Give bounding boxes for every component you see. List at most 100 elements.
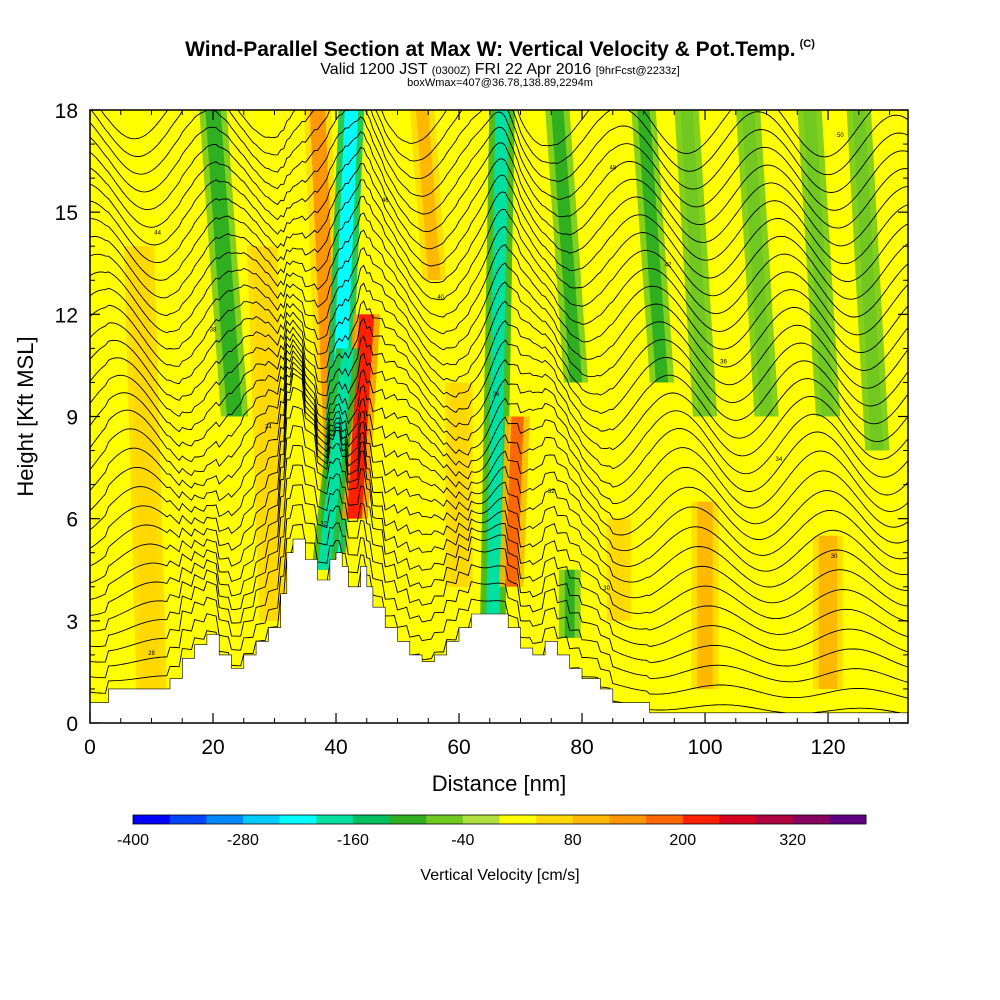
- w-band: [551, 110, 583, 383]
- w-band: [852, 110, 884, 451]
- contour-label: 32: [320, 521, 327, 527]
- w-band: [205, 110, 243, 417]
- theta-contour: [90, 504, 908, 683]
- theta-contour: [90, 146, 908, 265]
- theta-contour: [90, 282, 908, 407]
- contour-label: 32: [548, 489, 555, 495]
- y-tick-label: 9: [66, 407, 78, 430]
- theta-contour: [90, 110, 908, 193]
- x-axis-title: Distance [nm]: [432, 771, 567, 796]
- colorbar-swatch: [389, 815, 427, 824]
- y-tick-label: 18: [55, 100, 78, 123]
- w-band: [637, 110, 669, 383]
- w-band: [505, 416, 524, 587]
- theta-contour: [90, 246, 908, 371]
- contour-label: 44: [154, 230, 161, 236]
- valid-date: FRI 22 Apr 2016: [474, 61, 592, 78]
- w-band: [680, 110, 712, 417]
- contour-label: 36: [720, 360, 727, 366]
- x-tick-label: 100: [688, 736, 723, 759]
- colorbar-swatch: [719, 815, 757, 824]
- colorbar-swatch: [792, 815, 830, 824]
- colorbar-swatch: [279, 815, 317, 824]
- y-tick-label: 15: [55, 202, 78, 225]
- theta-contour: [90, 464, 908, 653]
- colorbar-swatch: [682, 815, 720, 824]
- theta-contour: [90, 300, 908, 425]
- y-tick-label: 3: [66, 611, 78, 634]
- colorbar-tick-label: -40: [451, 832, 474, 849]
- x-tick-label: 20: [201, 736, 224, 759]
- colorbar-swatch: [133, 815, 171, 824]
- colorbar-swatch: [426, 815, 464, 824]
- theta-contour: [90, 116, 908, 229]
- y-tick-label: 6: [66, 509, 78, 532]
- colorbar-title: Vertical Velocity [cm/s]: [420, 867, 579, 884]
- theta-contour: [90, 195, 908, 318]
- colorbar-swatch: [829, 815, 867, 824]
- theta-contour: [90, 367, 908, 560]
- title-text: Wind-Parallel Section at Max W: Vertical…: [185, 38, 796, 61]
- w-band: [451, 382, 467, 587]
- colorbar-swatch: [756, 815, 794, 824]
- chart-subtitle: Valid 1200 JST (0300Z) FRI 22 Apr 2016 […: [0, 61, 1000, 79]
- theta-contour: [90, 444, 908, 638]
- contour-label: 48: [609, 166, 616, 172]
- contour-label: 34: [775, 457, 782, 463]
- w-band: [803, 110, 835, 417]
- theta-contour: [90, 425, 908, 622]
- colorbar-swatch: [536, 815, 574, 824]
- valid-utc: (0300Z): [431, 65, 471, 77]
- theta-contour: [90, 317, 908, 443]
- colorbar-tick-label: 320: [779, 832, 806, 849]
- boxmax-info: boxWmax=407@36.78,138.89,2294m: [407, 77, 593, 89]
- colorbar-swatch: [499, 815, 537, 824]
- w-band: [486, 110, 509, 621]
- contour-label: 38: [210, 327, 217, 333]
- theta-contour: [90, 179, 908, 300]
- contour-label: 36: [493, 392, 500, 398]
- theta-contour: [90, 229, 908, 354]
- colorbar-tick-label: -280: [227, 832, 259, 849]
- colorbar-swatch: [316, 815, 354, 824]
- y-tick-label: 12: [55, 304, 78, 327]
- y-tick-label: 0: [66, 713, 78, 736]
- colorbar-tick-label: 80: [564, 832, 582, 849]
- colorbar-swatch: [242, 815, 281, 824]
- colorbar-swatch: [646, 815, 684, 824]
- theta-contour: [90, 332, 908, 460]
- theta-contour: [90, 110, 908, 176]
- theta-contour: [90, 163, 908, 282]
- chart-title: Wind-Parallel Section at Max W: Vertical…: [0, 38, 1000, 62]
- contour-label: 28: [148, 651, 155, 657]
- theta-contour: [90, 110, 908, 211]
- w-band: [252, 246, 284, 621]
- contour-label: 42: [665, 263, 672, 269]
- colorbar-tick-label: -400: [117, 832, 149, 849]
- colorbar-tick-label: 200: [669, 832, 696, 849]
- terrain-mask: [90, 538, 908, 723]
- colorbar-swatch: [206, 815, 244, 824]
- x-tick-label: 120: [811, 736, 846, 759]
- theta-contour: [90, 484, 908, 668]
- theta-contour: [90, 361, 908, 544]
- x-tick-label: 80: [570, 736, 593, 759]
- colorbar-swatch: [169, 815, 207, 824]
- x-tick-label: 40: [324, 736, 347, 759]
- colorbar-frame: [132, 814, 867, 825]
- theta-contour: [90, 372, 908, 576]
- theta-contour: [90, 355, 908, 528]
- forecast-info: [9hrFcst@2233z]: [595, 65, 680, 77]
- theta-contour: [90, 349, 908, 512]
- colorbar: -400 -280 -160 -40 80 200 320 Vertical Velocity…: [117, 814, 867, 884]
- contour-label: 46: [382, 198, 389, 204]
- contour-label: 50: [837, 133, 844, 139]
- theta-contour: [90, 405, 908, 607]
- w-band: [564, 569, 575, 638]
- theta-contour: [90, 344, 908, 496]
- contour-label: 30: [603, 586, 610, 592]
- theta-contour: [90, 264, 908, 389]
- y-axis-title: Height [Kft MSL]: [13, 336, 38, 496]
